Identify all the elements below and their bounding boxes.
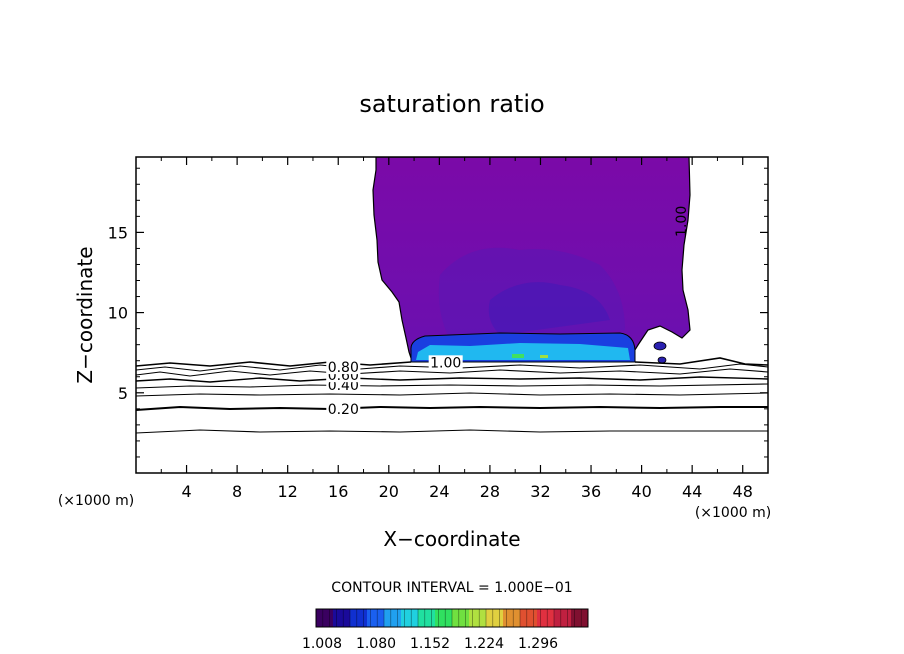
colorbar-tick-label: 1.152 [410, 636, 450, 652]
cloud-fragment [657, 356, 667, 364]
colorbar-tick-label: 1.296 [518, 636, 558, 652]
x-tick-label: 12 [278, 482, 298, 501]
colorbar-segment [418, 609, 436, 627]
cloud-base-green [512, 354, 524, 358]
y-axis: 5 10 15 [108, 167, 768, 458]
y-tick-label: 10 [108, 304, 128, 323]
cloud-core-deep [488, 282, 610, 335]
colorbar-tick-label: 1.008 [302, 636, 342, 652]
colorbar-segment [316, 609, 334, 627]
colorbar-tick-label: 1.224 [464, 636, 504, 652]
x-tick-label: 48 [733, 482, 753, 501]
x-tick-label: 44 [682, 482, 702, 501]
colorbar-segment [554, 609, 572, 627]
colorbar-segment [367, 609, 385, 627]
cloud-base-green-2 [540, 355, 548, 358]
x-tick-label: 40 [631, 482, 651, 501]
colorbar-segment [350, 609, 368, 627]
y-tick-label: 15 [108, 223, 128, 242]
contour-interval-text: CONTOUR INTERVAL = 1.000E−01 [331, 580, 572, 596]
colorbar-segment [571, 609, 589, 627]
colorbar-segment [486, 609, 504, 627]
colorbar-segment [520, 609, 538, 627]
contour-labels: 0.200.400.600.80 1.001.00 [326, 206, 690, 418]
colorbar-segment [333, 609, 351, 627]
x-tick-label: 36 [581, 482, 601, 501]
contour-label-background [326, 360, 361, 375]
plot-frame [135, 156, 769, 474]
x-tick-label: 20 [379, 482, 399, 501]
plot-area [136, 157, 768, 434]
x-tick-label: 8 [232, 482, 242, 501]
y-axis-label: Z−coordinate [73, 246, 97, 383]
contour-label: 0.80 [328, 360, 359, 376]
contour-label-background [428, 355, 463, 370]
x-tick-label: 28 [480, 482, 500, 501]
x-axis-label: X−coordinate [383, 527, 520, 551]
x-tick-label: 24 [429, 482, 449, 501]
colorbar-frame [315, 608, 589, 628]
contour-label-background [326, 401, 361, 416]
contour-label: 1.00 [674, 206, 690, 237]
colorbar-segment [452, 609, 470, 627]
colorbar-segment [469, 609, 487, 627]
x-axis-unit-left: (×1000 m) [58, 493, 134, 509]
x-tick-label: 16 [328, 482, 348, 501]
colorbar-tick-label: 1.080 [356, 636, 396, 652]
cloud-fragment [653, 341, 667, 351]
contour-label: 1.00 [430, 355, 461, 371]
colorbar [316, 609, 589, 627]
colorbar-segment [435, 609, 453, 627]
x-tick-label: 4 [181, 482, 191, 501]
colorbar-segment [537, 609, 555, 627]
chart-title: saturation ratio [359, 90, 544, 118]
colorbar-segment [384, 609, 402, 627]
colorbar-labels: 1.008 1.080 1.152 1.224 1.296 [302, 636, 558, 652]
colorbar-segment [401, 609, 419, 627]
contour-label: 0.20 [328, 402, 359, 418]
x-tick-label: 32 [530, 482, 550, 501]
contour-lines [136, 357, 768, 434]
y-tick-label: 5 [118, 384, 128, 403]
x-axis-unit-right: (×1000 m) [695, 505, 771, 521]
cloud-base-light [416, 343, 630, 360]
x-axis: 4 8 12 16 20 24 28 32 36 40 44 48 [160, 157, 753, 501]
cloud-core [438, 247, 625, 340]
colorbar-segment [503, 609, 521, 627]
